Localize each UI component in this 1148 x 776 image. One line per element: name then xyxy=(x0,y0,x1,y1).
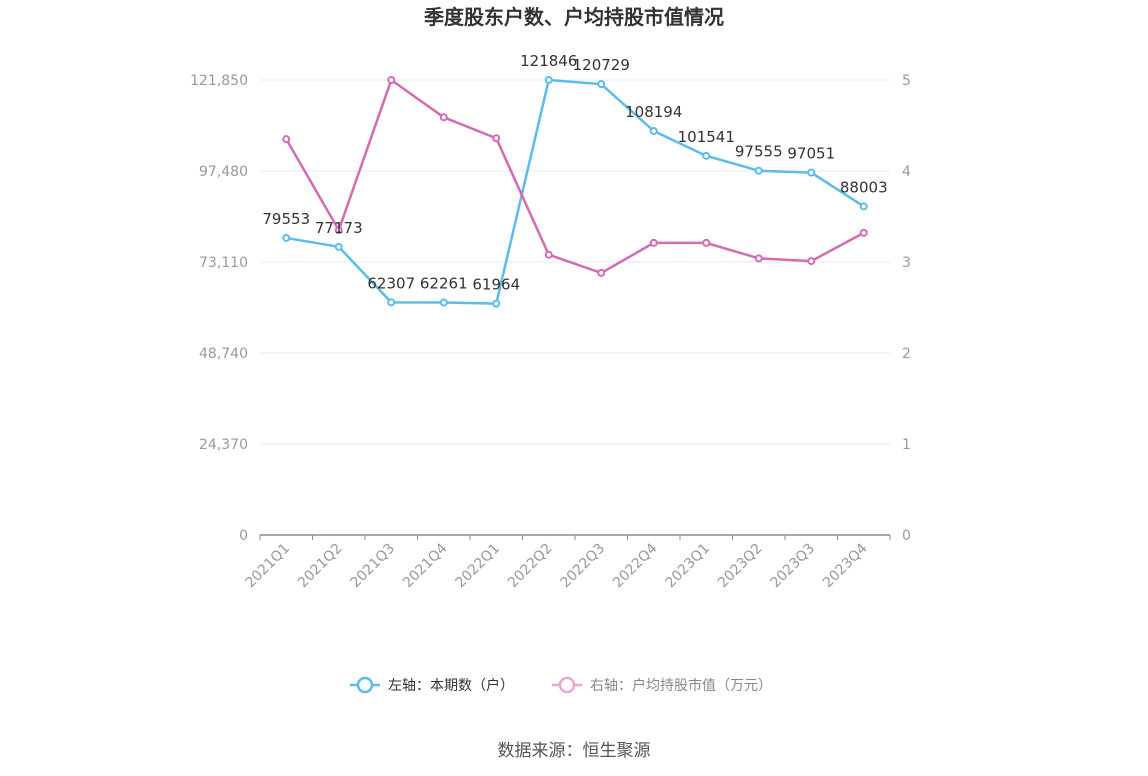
x-tick-label: 2022Q4 xyxy=(610,540,661,591)
right-tick-label: 3 xyxy=(902,255,911,271)
series-1-point[interactable] xyxy=(544,250,553,259)
series-1-point[interactable] xyxy=(754,254,763,263)
series-1-point[interactable] xyxy=(702,238,711,247)
x-tick-label: 2021Q4 xyxy=(400,540,451,591)
legend-marker-0 xyxy=(356,676,374,694)
data-label: 120729 xyxy=(573,56,630,74)
data-label: 101541 xyxy=(678,128,735,146)
series-0-point[interactable] xyxy=(754,166,763,175)
left-tick-label: 48,740 xyxy=(199,346,248,362)
left-tick-label: 24,370 xyxy=(199,437,248,453)
source-note: 数据来源：恒生聚源 xyxy=(498,741,651,761)
series-0-point[interactable] xyxy=(282,233,291,242)
x-tick-label: 2023Q2 xyxy=(715,541,766,592)
series-1-point[interactable] xyxy=(492,134,501,143)
series-1-point[interactable] xyxy=(334,226,343,235)
legend-marker-1 xyxy=(558,676,576,694)
series-layer xyxy=(282,76,868,308)
series-1-point[interactable] xyxy=(597,268,606,277)
series-0-point[interactable] xyxy=(492,299,501,308)
legend-label-1[interactable]: 右轴：户均持股市值（万元） xyxy=(590,677,772,694)
x-tick-label: 2022Q2 xyxy=(505,541,556,592)
right-tick-label: 1 xyxy=(902,437,911,453)
series-0-point[interactable] xyxy=(649,126,658,135)
series-1-point[interactable] xyxy=(807,257,816,266)
data-label: 121846 xyxy=(520,52,577,70)
right-axis-ticks: 0 1 2 3 4 5 xyxy=(902,73,911,544)
legend-label-0[interactable]: 左轴：本期数（户） xyxy=(388,677,514,694)
series-0-point[interactable] xyxy=(597,80,606,89)
series-line-0 xyxy=(286,78,865,305)
series-0-point[interactable] xyxy=(807,168,816,177)
x-tick-label: 2023Q1 xyxy=(662,541,713,592)
legend[interactable]: 左轴：本期数（户） 右轴：户均持股市值（万元） xyxy=(350,676,772,694)
chart-title: 季度股东户数、户均持股市值情况 xyxy=(423,5,724,29)
x-tick-label: 2022Q1 xyxy=(452,541,503,592)
left-tick-label: 121,850 xyxy=(190,73,248,89)
series-0-point[interactable] xyxy=(544,76,553,85)
right-tick-label: 2 xyxy=(902,346,911,362)
x-tick-label: 2023Q3 xyxy=(767,541,818,592)
data-label: 77173 xyxy=(315,219,363,237)
x-tick-label: 2021Q3 xyxy=(347,541,398,592)
data-label: 97051 xyxy=(787,145,835,163)
series-1-point[interactable] xyxy=(439,113,448,122)
data-label: 79553 xyxy=(262,210,310,228)
series-1-point[interactable] xyxy=(387,76,396,84)
data-label: 61964 xyxy=(472,276,520,294)
right-tick-label: 5 xyxy=(902,73,911,89)
left-tick-label: 73,110 xyxy=(199,255,248,271)
series-0-point[interactable] xyxy=(334,242,343,251)
series-1-point[interactable] xyxy=(282,135,291,144)
left-tick-label: 97,480 xyxy=(199,164,248,180)
x-tick-label: 2021Q2 xyxy=(295,541,346,592)
data-label: 62261 xyxy=(420,275,468,293)
x-tick-label: 2021Q1 xyxy=(242,541,293,592)
series-1-point[interactable] xyxy=(649,238,658,247)
left-tick-label: 0 xyxy=(239,528,248,544)
data-label: 62307 xyxy=(367,274,415,292)
series-0-point[interactable] xyxy=(439,298,448,307)
right-tick-label: 0 xyxy=(902,528,911,544)
series-line-1 xyxy=(285,78,865,275)
series-0-point[interactable] xyxy=(859,202,868,211)
x-tick-label: 2023Q4 xyxy=(820,540,871,591)
series-0-point[interactable] xyxy=(387,298,396,307)
data-label: 108194 xyxy=(625,103,682,121)
series-0-point[interactable] xyxy=(702,151,711,160)
x-tick-label: 2022Q3 xyxy=(557,541,608,592)
left-axis-ticks: 0 24,370 48,740 73,110 97,480 121,850 xyxy=(190,73,248,544)
right-tick-label: 4 xyxy=(902,164,911,180)
x-axis: 2021Q1 2021Q2 2021Q3 2021Q4 2022Q1 2022Q2 2022… xyxy=(242,534,891,592)
series-1-point[interactable] xyxy=(859,228,868,237)
data-label: 97555 xyxy=(735,143,783,161)
data-label: 88003 xyxy=(840,178,888,196)
